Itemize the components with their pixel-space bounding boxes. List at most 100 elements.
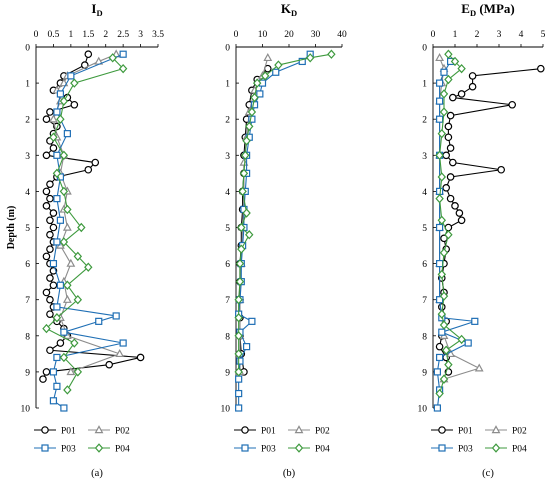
legend-marker (491, 425, 501, 434)
data-point (436, 223, 444, 232)
data-point (73, 251, 83, 262)
data-point (49, 209, 58, 217)
y-tick-label: 6 (225, 260, 230, 270)
data-point (435, 52, 445, 62)
data-point (497, 165, 506, 174)
data-point (474, 363, 484, 372)
data-point (247, 107, 257, 117)
x-tick-label: 2 (475, 30, 480, 40)
x-tick-label: 1 (68, 30, 73, 40)
data-point (53, 353, 61, 362)
data-point (49, 281, 58, 290)
data-point (433, 404, 441, 412)
data-point (49, 144, 58, 152)
data-point (53, 238, 61, 246)
data-point (437, 172, 447, 182)
data-point (272, 68, 280, 76)
data-point (46, 180, 54, 188)
data-point (66, 367, 76, 376)
panel-letter: (b) (283, 468, 296, 479)
data-point (136, 353, 145, 362)
legend-marker (438, 444, 446, 452)
data-point (440, 68, 448, 76)
data-point (46, 274, 54, 282)
data-point (73, 367, 83, 377)
data-point (60, 328, 68, 336)
series-p04 (42, 53, 128, 395)
y-tick-label: 8 (225, 332, 230, 342)
data-point (56, 339, 65, 347)
legend-label: P03 (61, 445, 76, 455)
data-point (274, 60, 283, 70)
panel-title-subscript: D (470, 8, 476, 18)
data-point (305, 53, 315, 63)
data-point (56, 281, 65, 289)
x-tick-label: 0 (34, 30, 39, 40)
series-p04 (234, 49, 336, 377)
data-point (59, 96, 69, 106)
y-tick-label: 10 (418, 405, 428, 415)
data-point (234, 349, 243, 359)
data-point (59, 237, 69, 247)
data-point (42, 252, 51, 261)
data-point (236, 357, 244, 365)
data-point (59, 352, 69, 363)
data-point (436, 97, 444, 105)
data-point (450, 56, 460, 67)
y-tick-label: 4 (422, 188, 427, 198)
data-point (91, 158, 100, 167)
data-point (436, 79, 444, 87)
data-point (115, 349, 125, 358)
data-point (439, 248, 449, 258)
data-point (464, 339, 472, 347)
legend-label: P04 (115, 445, 130, 455)
data-point (42, 115, 51, 124)
x-tick-label: 3 (138, 30, 143, 40)
panel-title-subscript: D (291, 8, 297, 18)
data-point (84, 262, 93, 272)
legend: P01 P02 P03 P04 (234, 425, 330, 455)
data-point (53, 195, 61, 203)
data-point (252, 78, 262, 88)
data-point (42, 323, 51, 334)
data-point (444, 230, 453, 240)
data-point (444, 359, 453, 370)
x-tick-label: 0.5 (47, 30, 59, 40)
data-point (237, 222, 246, 233)
y-tick-label: 6 (422, 260, 427, 270)
y-tick-label: 9 (422, 368, 427, 378)
data-point (42, 202, 51, 210)
data-point (70, 100, 79, 109)
data-point (234, 367, 243, 377)
data-point (436, 260, 444, 268)
y-tick-label: 2 (422, 116, 427, 126)
data-point (95, 317, 103, 325)
x-tick-label: 0 (431, 30, 436, 40)
legend-marker (438, 426, 446, 434)
y-tick-label: 7 (422, 296, 427, 306)
data-point (468, 82, 477, 91)
data-point (46, 346, 54, 355)
panel-title-suffix: (MPa) (476, 1, 515, 16)
panel-2: KD 0 10 20 30 40 0 1 2 3 4 5 6 7 8 9 10 P01 P02 P03 P04 (b) (221, 1, 348, 479)
data-point (446, 144, 455, 152)
series-line (439, 68, 541, 372)
data-point (433, 368, 441, 376)
data-point (118, 63, 128, 74)
data-point (442, 183, 451, 192)
x-tick-label: 3 (497, 30, 502, 40)
y-axis-label: Depth (m) (6, 206, 17, 250)
panel-title: KD (281, 1, 297, 18)
data-point (77, 222, 86, 233)
y-tick-label: 0 (225, 44, 230, 54)
data-point (63, 204, 72, 215)
data-point (49, 368, 58, 376)
panel-letter: (c) (482, 468, 494, 479)
data-point (46, 194, 54, 203)
data-point (62, 222, 72, 231)
legend-label: P02 (315, 427, 330, 437)
data-point (248, 317, 256, 325)
y-tick-label: 0 (422, 44, 427, 54)
panel-title-subscript: D (96, 8, 102, 18)
legend-label: P03 (261, 445, 276, 455)
